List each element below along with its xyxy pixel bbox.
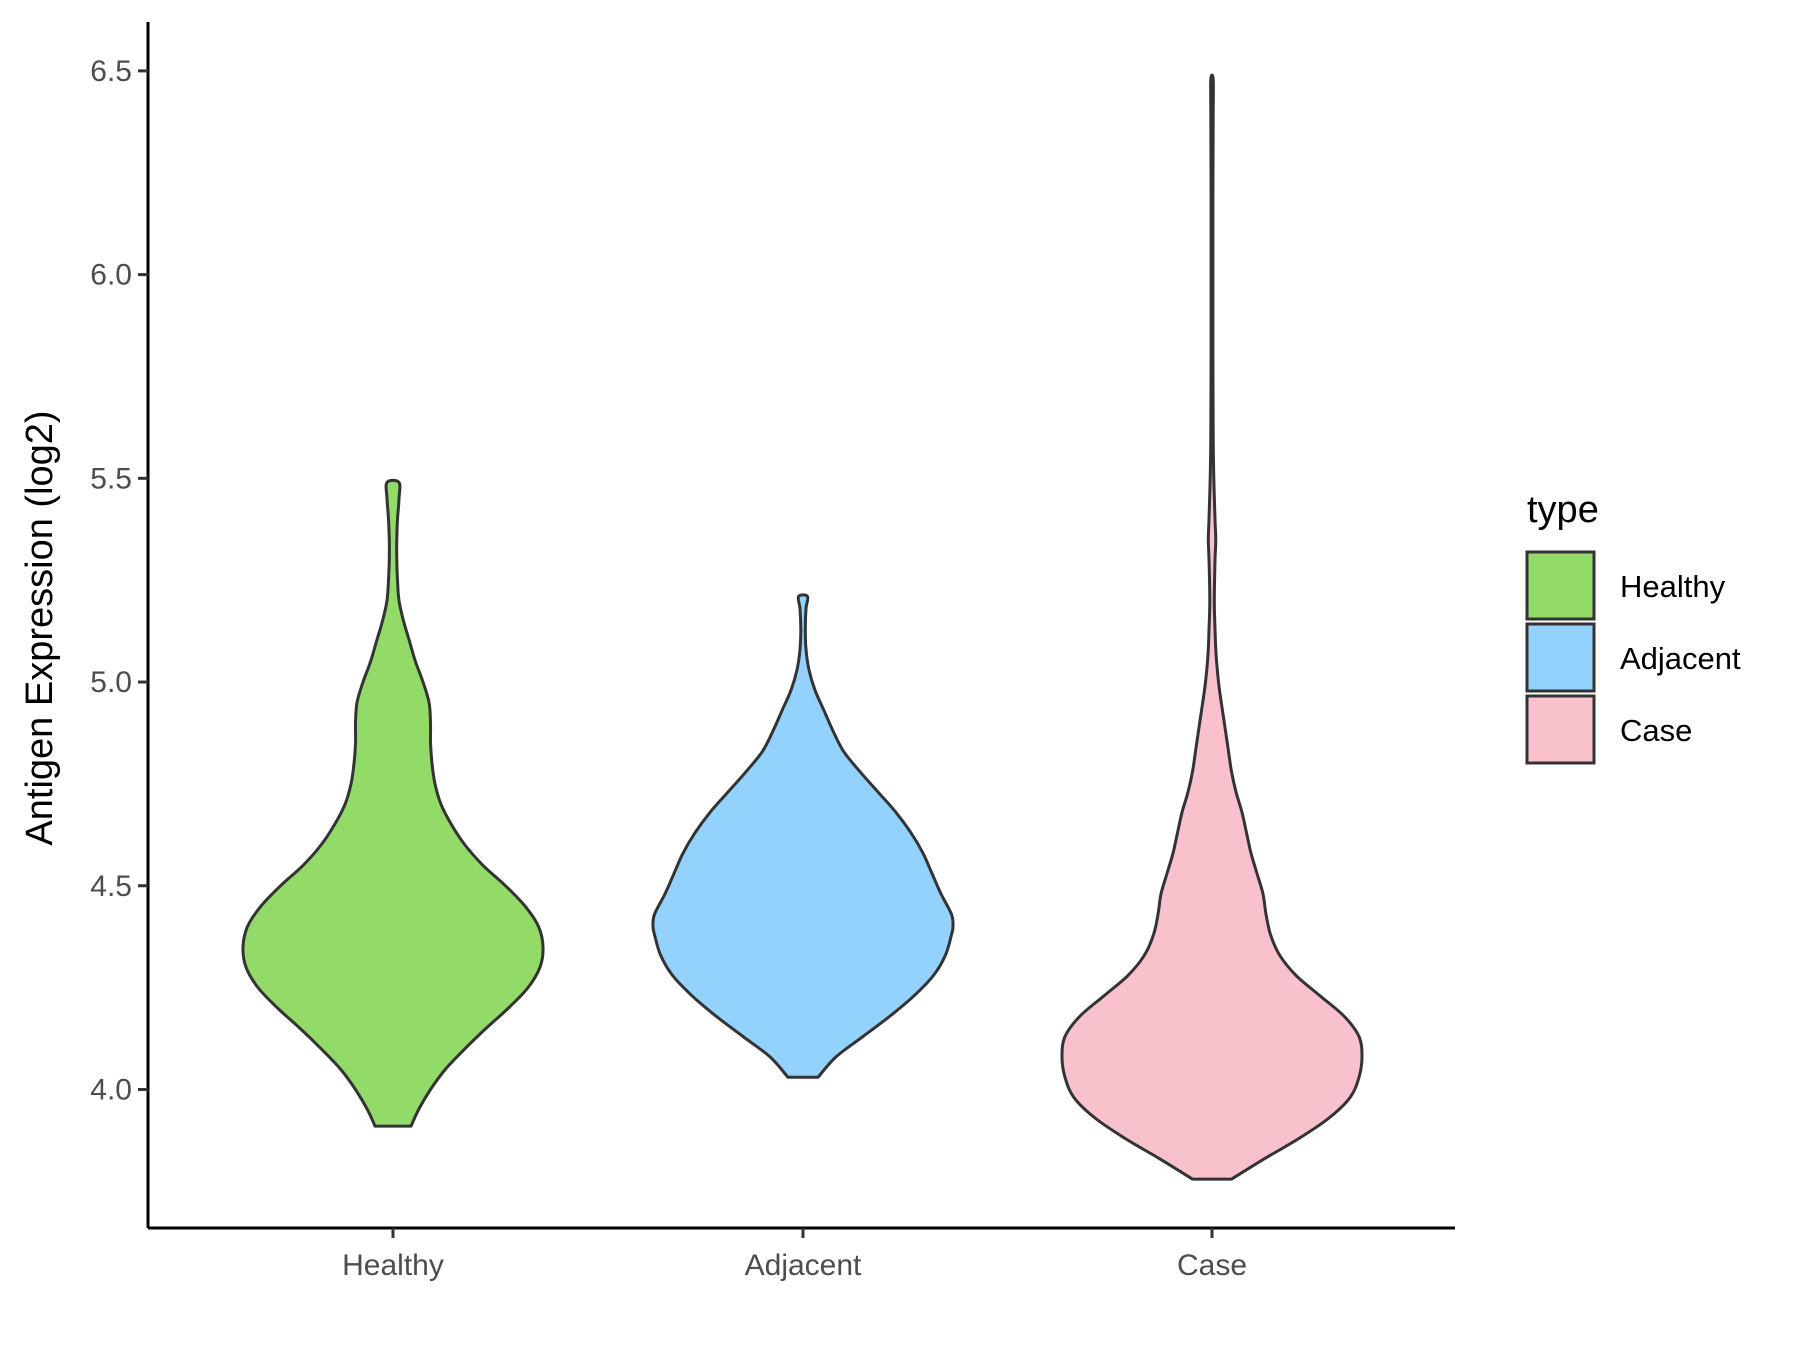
- x-tick-label-healthy: Healthy: [342, 1249, 444, 1282]
- y-tick-label: 4.5: [90, 870, 132, 903]
- violin-layer: [241, 73, 1364, 1181]
- legend-label-case: Case: [1620, 713, 1692, 748]
- legend-label-healthy: Healthy: [1620, 569, 1726, 604]
- y-tick-label: 4.0: [90, 1073, 132, 1106]
- legend-title: type: [1527, 489, 1599, 531]
- y-tick-label: 5.0: [90, 666, 132, 699]
- y-tick-label: 5.5: [90, 462, 132, 495]
- legend-swatch-case: [1525, 694, 1596, 765]
- x-tick-label-adjacent: Adjacent: [745, 1249, 862, 1282]
- y-axis-title: Antigen Expression (log2): [19, 410, 61, 845]
- legend-swatch-adjacent: [1525, 622, 1596, 693]
- violin-case: [1060, 73, 1364, 1181]
- legend-swatch-healthy: [1525, 550, 1596, 621]
- axes: 4.0 4.5 5.0 5.5 6.0 6.5 Healthy Adjacent Case: [90, 22, 1455, 1282]
- legend: type Healthy Adjacent Case: [1525, 489, 1741, 765]
- violin-healthy: [241, 478, 545, 1128]
- y-tick-label: 6.0: [90, 259, 132, 292]
- y-tick-label: 6.5: [90, 55, 132, 88]
- legend-label-adjacent: Adjacent: [1620, 641, 1741, 676]
- x-tick-label-case: Case: [1177, 1249, 1247, 1282]
- legend-items: Healthy Adjacent Case: [1525, 550, 1741, 765]
- violin-adjacent: [651, 593, 955, 1079]
